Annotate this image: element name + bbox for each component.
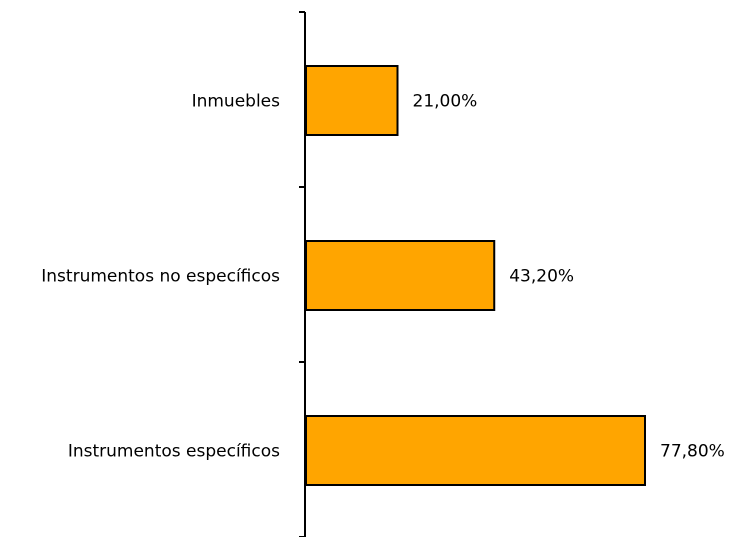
data-label: 77,80%: [660, 442, 725, 462]
data-label: 21,00%: [413, 92, 478, 112]
bar: [305, 415, 646, 486]
labels: Inmuebles 21,00% Instrumentos no específic…: [41, 92, 725, 462]
category-label: Inmuebles: [192, 92, 281, 112]
bars: [305, 65, 646, 486]
category-label: Instrumentos no específicos: [41, 267, 280, 287]
bar: [305, 240, 496, 311]
data-label: 43,20%: [509, 267, 574, 287]
y-axis: [299, 11, 306, 537]
category-label: Instrumentos específicos: [68, 442, 280, 462]
bar: [305, 65, 399, 136]
